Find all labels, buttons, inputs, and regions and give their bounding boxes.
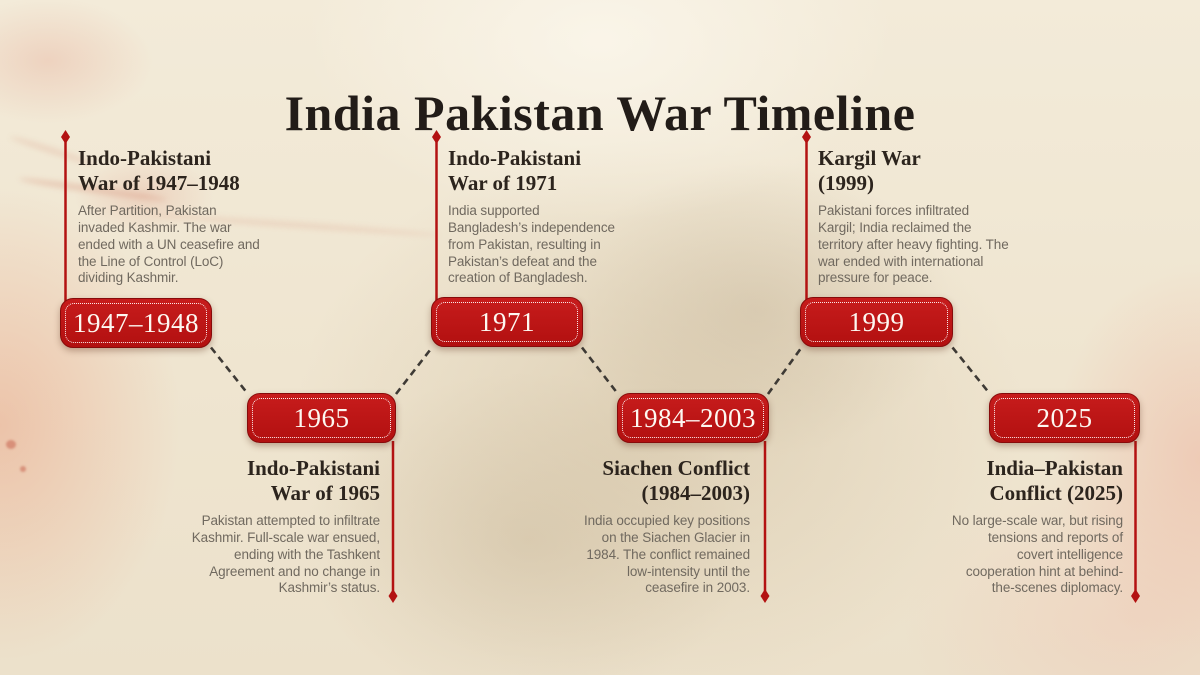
- connector-line: [580, 346, 620, 395]
- connector-line: [951, 346, 992, 395]
- diamond-icon: [802, 130, 811, 144]
- paint-splatter-dot: [6, 440, 16, 449]
- year-badge-2025: 2025: [989, 393, 1140, 443]
- event-description: India supported Bangladesh’s independenc…: [448, 203, 615, 286]
- year-badge-1971: 1971: [431, 297, 583, 347]
- connector-line: [209, 346, 250, 395]
- event-heading: Indo-Pakistani War of 1965: [246, 456, 380, 506]
- event-description: No large-scale war, but rising tensions …: [951, 513, 1123, 596]
- connector-line: [394, 346, 434, 395]
- diamond-icon: [432, 130, 441, 144]
- year-badge-1965: 1965: [247, 393, 396, 443]
- event-block-1971: Indo-Pakistani War of 1971 India support…: [448, 146, 660, 287]
- event-heading: Indo-Pakistani War of 1947–1948: [78, 146, 240, 196]
- event-block-1984: Siachen Conflict (1984–2003) India occup…: [528, 456, 750, 597]
- event-block-1999: Kargil War (1999) Pakistani forces infil…: [818, 146, 1038, 287]
- diamond-icon: [1131, 589, 1140, 603]
- event-heading: Kargil War (1999): [818, 146, 921, 196]
- connector-line: [766, 346, 803, 395]
- year-badge-1947: 1947–1948: [60, 298, 212, 348]
- page-title: India Pakistan War Timeline: [284, 84, 916, 141]
- diamond-icon: [388, 589, 398, 603]
- pointer-diamonds: [61, 130, 1140, 603]
- year-badge-1984: 1984–2003: [617, 393, 769, 443]
- event-block-1965: Indo-Pakistani War of 1965 Pakistan atte…: [158, 456, 380, 597]
- year-badge-1999: 1999: [800, 297, 953, 347]
- event-heading: India–Pakistan Conflict (2025): [986, 456, 1123, 506]
- event-block-2025: India–Pakistan Conflict (2025) No large-…: [901, 456, 1123, 597]
- zigzag-dashed-connectors: [209, 346, 992, 395]
- pointer-lines: [64, 137, 1137, 594]
- event-heading: Siachen Conflict (1984–2003): [602, 456, 750, 506]
- event-heading: Indo-Pakistani War of 1971: [448, 146, 582, 196]
- diamond-icon: [760, 589, 770, 603]
- event-description: Pakistani forces infiltrated Kargil; Ind…: [818, 203, 1009, 286]
- event-block-1947: Indo-Pakistani War of 1947–1948 After Pa…: [78, 146, 290, 287]
- event-description: India occupied key positions on the Siac…: [583, 513, 750, 596]
- diamond-icon: [61, 130, 70, 144]
- event-description: Pakistan attempted to infiltrate Kashmir…: [191, 513, 380, 596]
- paint-splatter-dot: [20, 466, 26, 472]
- event-description: After Partition, Pakistan invaded Kashmi…: [78, 203, 260, 286]
